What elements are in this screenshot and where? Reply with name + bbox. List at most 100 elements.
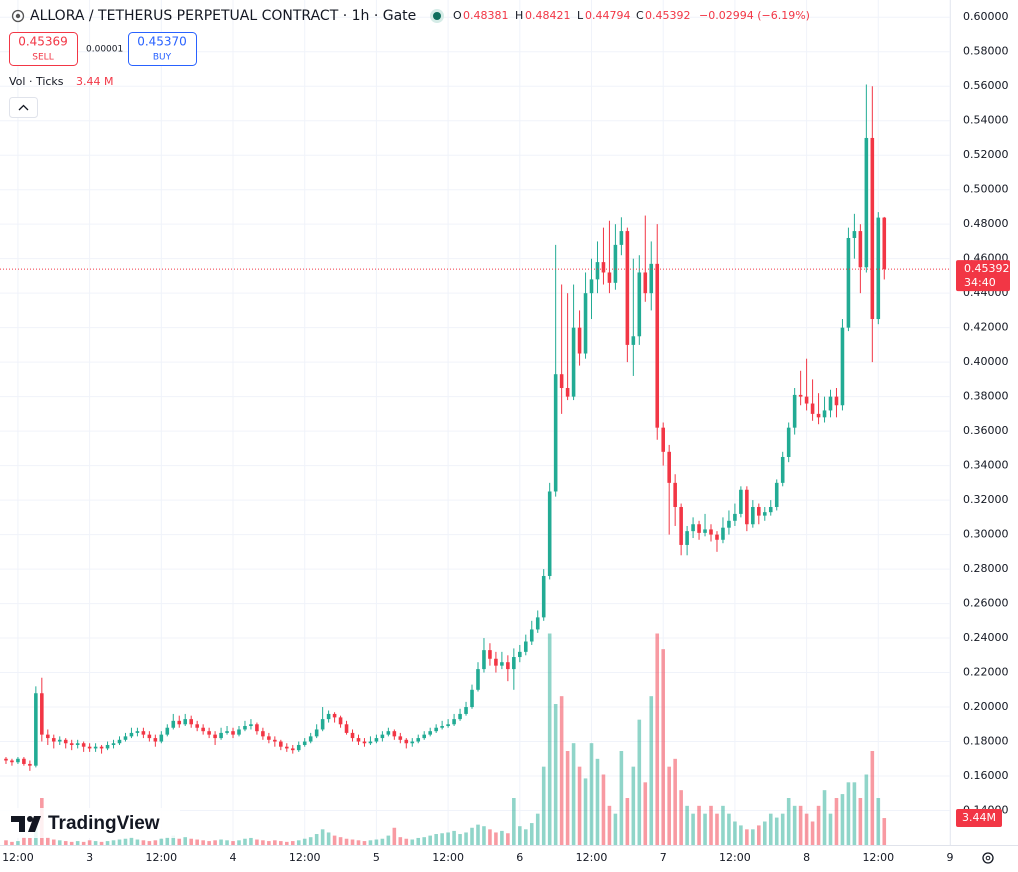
brand-logo[interactable] [11,816,41,832]
volume-bar [326,832,331,845]
volume-bar [177,838,182,845]
y-tick-label: 0.50000 [963,183,1009,196]
sell-button[interactable] [9,32,78,66]
buy-label[interactable]: BUY [153,53,172,63]
volume-bar [422,837,427,845]
brand-logo-dot[interactable] [27,816,33,822]
last-volume-tag [956,809,1002,828]
volume-bar [577,766,582,845]
candle-body [661,427,665,452]
volume-bar [57,840,62,845]
candle-body [356,738,361,742]
candle-body [165,727,170,735]
candle-body [332,713,337,718]
x-tick-label: 12:00 [432,851,464,864]
volume-bar [733,821,737,845]
volume-bar [129,837,134,845]
candle-body [261,731,265,737]
candle-body [858,231,863,268]
volume-bar [828,813,833,845]
volume-bar [189,838,193,845]
collapse-icon[interactable] [18,104,29,111]
candle-body [386,731,391,735]
settings-icon[interactable] [982,852,994,864]
volume-bar [553,704,558,845]
ohlc-open: 0.48381 [463,9,509,22]
volume-bar [685,805,689,845]
candle-body [804,396,809,404]
volume-bar [141,840,146,845]
collapse-button[interactable] [9,97,38,118]
candle-body [416,738,421,742]
volume-bar [99,841,104,845]
volume-bar [595,758,600,845]
candle-body [601,262,606,273]
candle-body [571,327,576,397]
ohlc-h-label: H [515,9,523,22]
candle-body [219,732,223,739]
candle-body [249,724,253,727]
volume-bar [93,841,98,845]
volume-bar [697,805,701,845]
volume-bar [470,827,474,845]
candle-body [739,489,743,514]
candle-body [565,388,570,397]
candle-body [643,272,648,294]
chart-title: ALLORA / TETHERUS PERPETUAL CONTRACT · 1… [30,8,416,24]
volume-bar [751,829,755,845]
candle-body [231,731,235,735]
x-tick-label: 12:00 [289,851,321,864]
overlay: ALLORA / TETHERUS PERPETUAL CONTRACT · 1… [0,8,1010,864]
y-tick-label: 0.58000 [963,45,1009,58]
candle-body [63,739,68,744]
buy-price[interactable]: 0.45370 [137,35,187,49]
candle-body [362,741,367,744]
ohlc-change: −0.02994 (−6.19%) [699,9,810,22]
candle-body [751,507,755,525]
candle-body [290,748,295,751]
volume-bar [458,834,462,845]
candle-body [535,617,540,630]
buy-button[interactable] [128,32,197,66]
candle-body [613,244,618,283]
candle-body [529,629,534,642]
settings-icon-core[interactable] [985,855,991,861]
candle-body [625,231,630,345]
volume-bar [386,835,391,845]
candle-body [46,734,50,739]
candle-body [16,758,20,763]
volume-bar [786,798,791,845]
symbol-icon-dot [15,13,21,19]
volume-bar [619,751,624,845]
volume-bar [523,829,528,845]
y-tick-label: 0.32000 [963,493,1009,506]
candle-body [147,734,152,739]
volume-bar [267,841,271,845]
candle-body [506,662,510,670]
volume-bar [207,841,211,845]
candle-body [225,731,229,733]
x-tick-label: 6 [516,851,523,864]
volume-bar [518,826,522,845]
candle-body [500,662,504,666]
candle-body [840,327,845,406]
candle-body [434,727,438,732]
candle-body [201,727,205,732]
volume-bar [314,834,319,845]
volume-bar [452,830,456,845]
volume-bar [637,719,642,845]
volume-bar [583,778,588,845]
last-price-tag [956,260,1010,292]
volume-bar [279,841,283,845]
x-tick-label: 9 [947,851,954,864]
volume-bar [231,841,235,845]
volume-bar [535,813,540,845]
volume-bar [768,813,773,845]
last-price-label: 0.45392 [964,262,1010,275]
sell-price[interactable]: 0.45369 [18,35,68,49]
sell-label[interactable]: SELL [32,53,53,63]
brand-name[interactable]: TradingView [48,813,160,834]
volume-bar [434,834,438,845]
y-tick-label: 0.48000 [963,217,1009,230]
candle-body [302,741,307,745]
